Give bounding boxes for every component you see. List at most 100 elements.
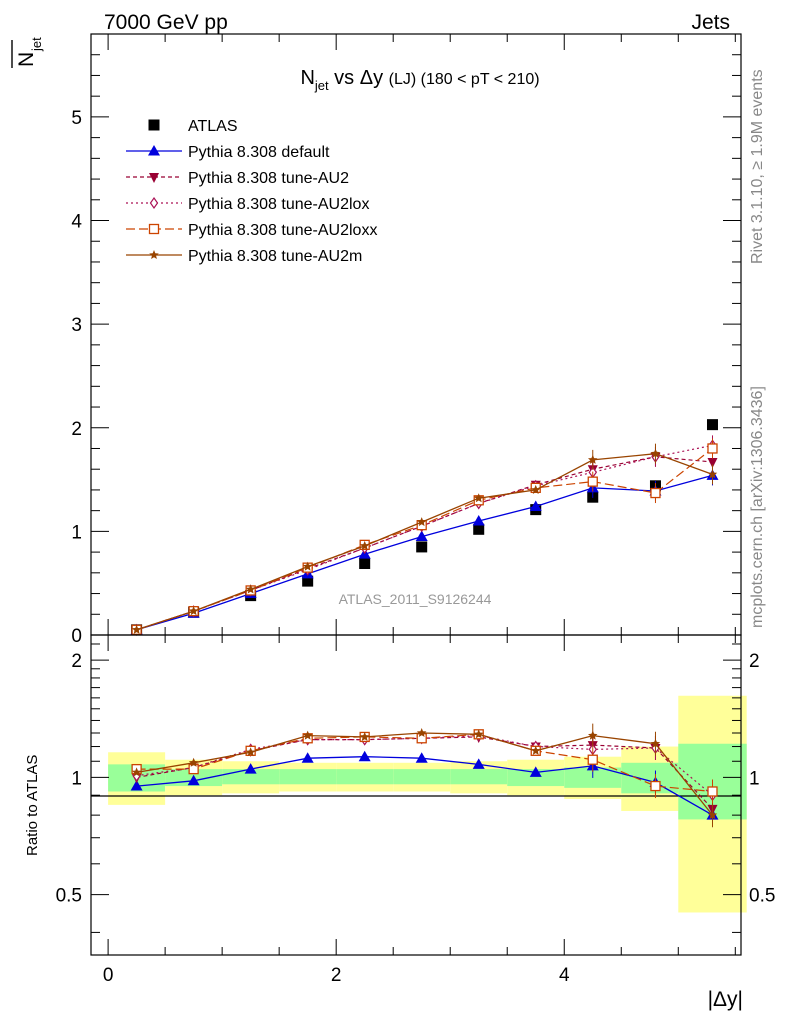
ratio-panel: 0.5 0.5 1 1 2 2 0 2 4 Ratio to ATLAS |Δy| — [24, 634, 775, 1011]
point-au2m — [531, 484, 541, 494]
legend-swatch-marker — [148, 119, 160, 131]
legend-item-au2m: Pythia 8.308 tune-AU2m — [126, 248, 362, 265]
legend-swatch-marker — [148, 145, 160, 156]
legend-label: Pythia 8.308 tune-AU2m — [188, 248, 362, 265]
legend-label: Pythia 8.308 tune-AU2 — [188, 170, 349, 187]
main-ylabel-sub: jet — [29, 37, 44, 52]
point-default — [529, 500, 542, 512]
band-inner — [222, 769, 280, 785]
title-paren: (LJ) — [389, 71, 417, 88]
legend-swatch-marker — [148, 223, 160, 235]
rivet-label: Rivet 3.1.10, ≥ 1.9M events — [749, 69, 766, 264]
band-inner — [507, 769, 565, 787]
point-au2m — [359, 540, 370, 550]
ratio-series-au2m — [131, 723, 718, 828]
ratio-point-default — [187, 774, 200, 786]
point-au2m — [245, 584, 256, 594]
main-ylabel: N jet — [11, 37, 44, 68]
x-tick-label: 2 — [331, 965, 342, 986]
point-data — [416, 541, 428, 553]
point-au2loxx — [587, 476, 598, 487]
legend-label: Pythia 8.308 tune-AU2lox — [188, 196, 369, 213]
band-inner — [279, 769, 337, 785]
y-tick-label: 1 — [71, 522, 82, 543]
ratio-point-au2m — [531, 745, 541, 755]
legend-item-au2: Pythia 8.308 tune-AU2 — [126, 170, 349, 187]
ratio-y-tick-label-right: 1 — [749, 768, 760, 789]
legend-label: Pythia 8.308 default — [188, 144, 330, 161]
point-data — [473, 523, 485, 535]
band-inner — [450, 769, 508, 785]
ratio-point-au2loxx — [707, 786, 718, 797]
ratio-point-au2m — [302, 730, 313, 740]
ratio-point-au2m — [474, 729, 484, 739]
series-au2m — [131, 443, 718, 634]
ratio-y-tick-label: 0.5 — [56, 886, 82, 907]
ratio-point-au2loxx — [650, 780, 661, 792]
legend-swatch-marker — [149, 196, 159, 210]
ratio-point-default — [529, 766, 542, 777]
legend-swatch-marker — [149, 173, 159, 183]
mcplots-label: mcplots.cern.ch [arXiv:1306.3436] — [749, 386, 766, 628]
point-au2m — [131, 624, 142, 634]
point-au2m — [188, 606, 199, 616]
ratio-point-default — [472, 758, 485, 769]
point-default — [415, 530, 428, 542]
legend-item-default: Pythia 8.308 default — [126, 144, 330, 161]
ratio-y-tick-label: 2 — [71, 651, 82, 672]
point-au2 — [707, 457, 718, 468]
legend-item-au2loxx: Pythia 8.308 tune-AU2loxx — [126, 222, 377, 239]
point-au2m — [416, 517, 427, 527]
ratio-point-au2m — [245, 747, 256, 757]
ratio-point-au2m — [131, 767, 142, 777]
legend-label: ATLAS — [188, 118, 238, 135]
point-au2loxx — [707, 443, 718, 454]
point-au2m — [474, 493, 484, 503]
point-default — [472, 515, 485, 526]
point-data — [359, 558, 371, 570]
point-au2m — [302, 561, 313, 571]
ratio-point-default — [415, 752, 428, 763]
ratio-point-au2m — [650, 738, 661, 748]
series-au2 — [131, 446, 718, 636]
y-tick-label: 3 — [71, 315, 82, 336]
x-tick-label: 4 — [559, 965, 570, 986]
ratio-point-au2m — [588, 730, 598, 740]
ratio-y-tick-label: 1 — [71, 768, 82, 789]
legend-item-au2lox: Pythia 8.308 tune-AU2lox — [126, 196, 369, 213]
title-tail: (180 < pT < 210) — [416, 71, 539, 88]
watermark: ATLAS_2011_S9126244 — [339, 591, 492, 607]
band-inner — [393, 769, 451, 785]
x-axis-label: |Δy| — [708, 988, 743, 1011]
point-data — [302, 575, 314, 587]
ratio-point-au2m — [188, 757, 199, 767]
ratio-point-au2m — [359, 731, 370, 741]
main-panel: ATLAS_2011_S9126244 Njet vs Δy (LJ) (180… — [71, 33, 742, 647]
ratio-ylabel: Ratio to ATLAS — [24, 755, 41, 856]
legend-item-data: ATLAS — [148, 118, 238, 135]
title-rest: vs Δy — [329, 67, 389, 89]
ratio-point-au2loxx — [587, 754, 598, 765]
header-left: 7000 GeV pp — [104, 11, 228, 34]
main-ticks: 0 1 2 3 4 5 — [71, 34, 741, 647]
point-au2loxx — [650, 487, 661, 499]
legend-swatch-marker — [149, 250, 159, 259]
ratio-bands — [108, 695, 747, 913]
ratio-ticks: 0.5 0.5 1 1 2 2 0 2 4 — [56, 635, 775, 986]
point-au2m — [588, 454, 598, 464]
y-tick-label: 0 — [71, 626, 82, 647]
point-au2m — [707, 469, 718, 479]
ratio-point-default — [301, 752, 314, 763]
point-data — [706, 419, 718, 431]
title-sub: jet — [314, 78, 329, 93]
band-inner — [336, 769, 394, 785]
chart-title: Njet vs Δy (LJ) (180 < pT < 210) — [300, 67, 539, 93]
ratio-point-default — [244, 763, 257, 774]
ratio-point-default — [130, 780, 143, 791]
ratio-point-default — [358, 750, 371, 762]
x-tick-label: 0 — [103, 965, 114, 986]
header-right: Jets — [691, 11, 730, 34]
ratio-point-au2loxx — [188, 763, 199, 775]
legend: ATLAS Pythia 8.308 default Pythia 8.308 tu… — [126, 118, 377, 265]
